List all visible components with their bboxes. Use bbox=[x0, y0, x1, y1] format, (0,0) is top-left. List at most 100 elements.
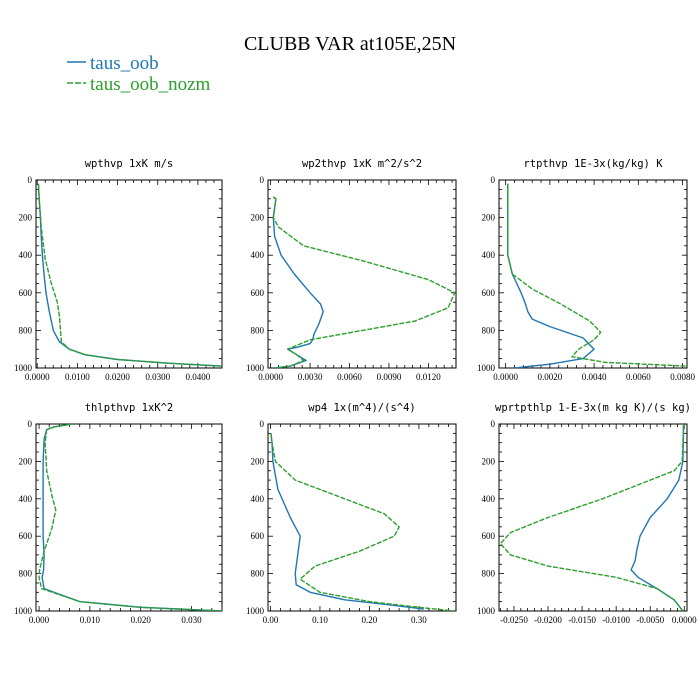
x-tick-label: 0.0080 bbox=[670, 372, 695, 382]
x-tick-label: 0.0060 bbox=[337, 372, 362, 382]
x-tick-label: 0.010 bbox=[80, 615, 101, 625]
y-tick-label: 200 bbox=[251, 456, 265, 466]
y-tick-label: 200 bbox=[482, 213, 496, 223]
figure-title: CLUBB VAR at105E,25N bbox=[244, 33, 456, 55]
x-tick-label: 0.0040 bbox=[582, 372, 607, 382]
y-tick-label: 0 bbox=[491, 175, 496, 185]
y-tick-label: 200 bbox=[251, 213, 265, 223]
y-tick-label: 1000 bbox=[14, 363, 33, 373]
series-line-taus_oob bbox=[37, 183, 222, 367]
x-tick-label: 0.0300 bbox=[145, 372, 170, 382]
y-tick-label: 0 bbox=[28, 175, 33, 185]
x-tick-label: 0.10 bbox=[312, 615, 328, 625]
y-tick-label: 800 bbox=[482, 569, 496, 579]
x-tick-label: 0.0120 bbox=[416, 372, 441, 382]
y-tick-label: 200 bbox=[19, 213, 33, 223]
x-tick-label: 0.030 bbox=[181, 615, 202, 625]
plot-frame bbox=[267, 179, 457, 369]
legend-label-taus_oob_nozm: taus_oob_nozm bbox=[90, 74, 211, 95]
x-tick-label: 0.0200 bbox=[105, 372, 130, 382]
x-tick-label: 0.20 bbox=[362, 615, 378, 625]
x-tick-label: -0.0050 bbox=[636, 615, 664, 625]
plot-frame bbox=[35, 179, 223, 369]
y-tick-label: 400 bbox=[19, 250, 33, 260]
x-tick-label: 0.0000 bbox=[258, 372, 283, 382]
x-tick-label: 0.0060 bbox=[626, 372, 651, 382]
panel-title: wp2thvp 1xK m^2/s^2 bbox=[302, 158, 422, 170]
y-tick-label: 600 bbox=[251, 531, 265, 541]
y-tick-label: 0 bbox=[491, 419, 496, 429]
y-tick-label: 400 bbox=[482, 494, 496, 504]
panel-title: wp4 1x(m^4)/(s^4) bbox=[308, 402, 415, 414]
y-tick-label: 400 bbox=[251, 494, 265, 504]
x-tick-label: 0.0030 bbox=[298, 372, 323, 382]
panel-title: rtpthvp 1E-3x(kg/kg) K bbox=[523, 158, 663, 170]
y-tick-label: 1000 bbox=[14, 606, 33, 616]
x-tick-label: -0.0100 bbox=[602, 615, 630, 625]
x-tick-label: 0.0020 bbox=[537, 372, 562, 382]
y-tick-label: 800 bbox=[19, 325, 33, 335]
y-tick-label: 800 bbox=[482, 325, 496, 335]
y-tick-label: 400 bbox=[19, 494, 33, 504]
series-line-taus_oob_nozm bbox=[270, 433, 454, 611]
x-tick-label: 0.0090 bbox=[377, 372, 402, 382]
y-tick-label: 800 bbox=[251, 569, 265, 579]
y-tick-label: 600 bbox=[251, 288, 265, 298]
panel-3: rtpthvp 1E-3x(kg/kg) K020040060080010000… bbox=[477, 158, 695, 382]
series-line-taus_oob bbox=[507, 183, 595, 368]
x-tick-label: -0.0250 bbox=[500, 615, 528, 625]
x-tick-label: 0.30 bbox=[411, 615, 427, 625]
legend-entry-taus_oob_nozm: taus_oob_nozm bbox=[67, 74, 211, 95]
plot-frame bbox=[498, 423, 688, 612]
y-tick-label: 600 bbox=[482, 531, 496, 541]
x-tick-label: -0.0200 bbox=[534, 615, 562, 625]
y-tick-label: 0 bbox=[260, 419, 265, 429]
plot-frame bbox=[35, 423, 223, 612]
y-tick-label: 200 bbox=[482, 456, 496, 466]
series-line-taus_oob bbox=[272, 196, 324, 368]
panel-title: wprtpthlp 1-E-3x(m kg K)/(s kg) bbox=[495, 402, 691, 414]
panel-title: wpthvp 1xK m/s bbox=[85, 158, 174, 170]
legend: taus_oob taus_oob_nozm bbox=[67, 53, 211, 95]
panel-title: thlpthvp 1xK^2 bbox=[85, 402, 174, 414]
x-tick-label: 0.000 bbox=[29, 615, 50, 625]
y-tick-label: 1000 bbox=[477, 606, 496, 616]
x-tick-label: 0.00 bbox=[263, 615, 279, 625]
panel-2: wp2thvp 1xK m^2/s^2020040060080010000.00… bbox=[246, 158, 457, 382]
series-line-taus_oob_nozm bbox=[37, 183, 222, 367]
series-line-taus_oob_nozm bbox=[38, 424, 222, 611]
y-tick-label: 1000 bbox=[246, 363, 265, 373]
y-tick-label: 600 bbox=[19, 288, 33, 298]
y-tick-label: 1000 bbox=[246, 606, 265, 616]
y-tick-label: 600 bbox=[482, 288, 496, 298]
x-tick-label: 0.0100 bbox=[65, 372, 90, 382]
y-tick-label: 400 bbox=[251, 250, 265, 260]
x-tick-label: 0.0000 bbox=[25, 372, 50, 382]
y-tick-label: 1000 bbox=[477, 363, 496, 373]
y-tick-label: 600 bbox=[19, 531, 33, 541]
series-line-taus_oob_nozm bbox=[499, 424, 685, 611]
series-line-taus_oob_nozm bbox=[507, 183, 687, 367]
x-tick-label: 0.0400 bbox=[186, 372, 211, 382]
x-tick-label: 0.0000 bbox=[493, 372, 518, 382]
series-line-taus_oob bbox=[41, 424, 222, 611]
legend-label-taus_oob: taus_oob bbox=[90, 53, 159, 74]
y-tick-label: 0 bbox=[28, 419, 33, 429]
y-tick-label: 400 bbox=[482, 250, 496, 260]
y-tick-label: 200 bbox=[19, 456, 33, 466]
panel-6: wprtpthlp 1-E-3x(m kg K)/(s kg) 0 200 400 60… bbox=[477, 402, 697, 625]
x-tick-label: 0.0000 bbox=[672, 615, 697, 625]
legend-entry-taus_oob: taus_oob bbox=[67, 53, 159, 74]
x-tick-label: 0.020 bbox=[131, 615, 152, 625]
y-tick-label: 800 bbox=[251, 325, 265, 335]
series-line-taus_oob bbox=[270, 433, 424, 610]
y-tick-label: 800 bbox=[19, 569, 33, 579]
x-tick-label: -0.0150 bbox=[568, 615, 596, 625]
series-line-taus_oob_nozm bbox=[272, 196, 456, 368]
y-tick-label: 0 bbox=[260, 175, 265, 185]
